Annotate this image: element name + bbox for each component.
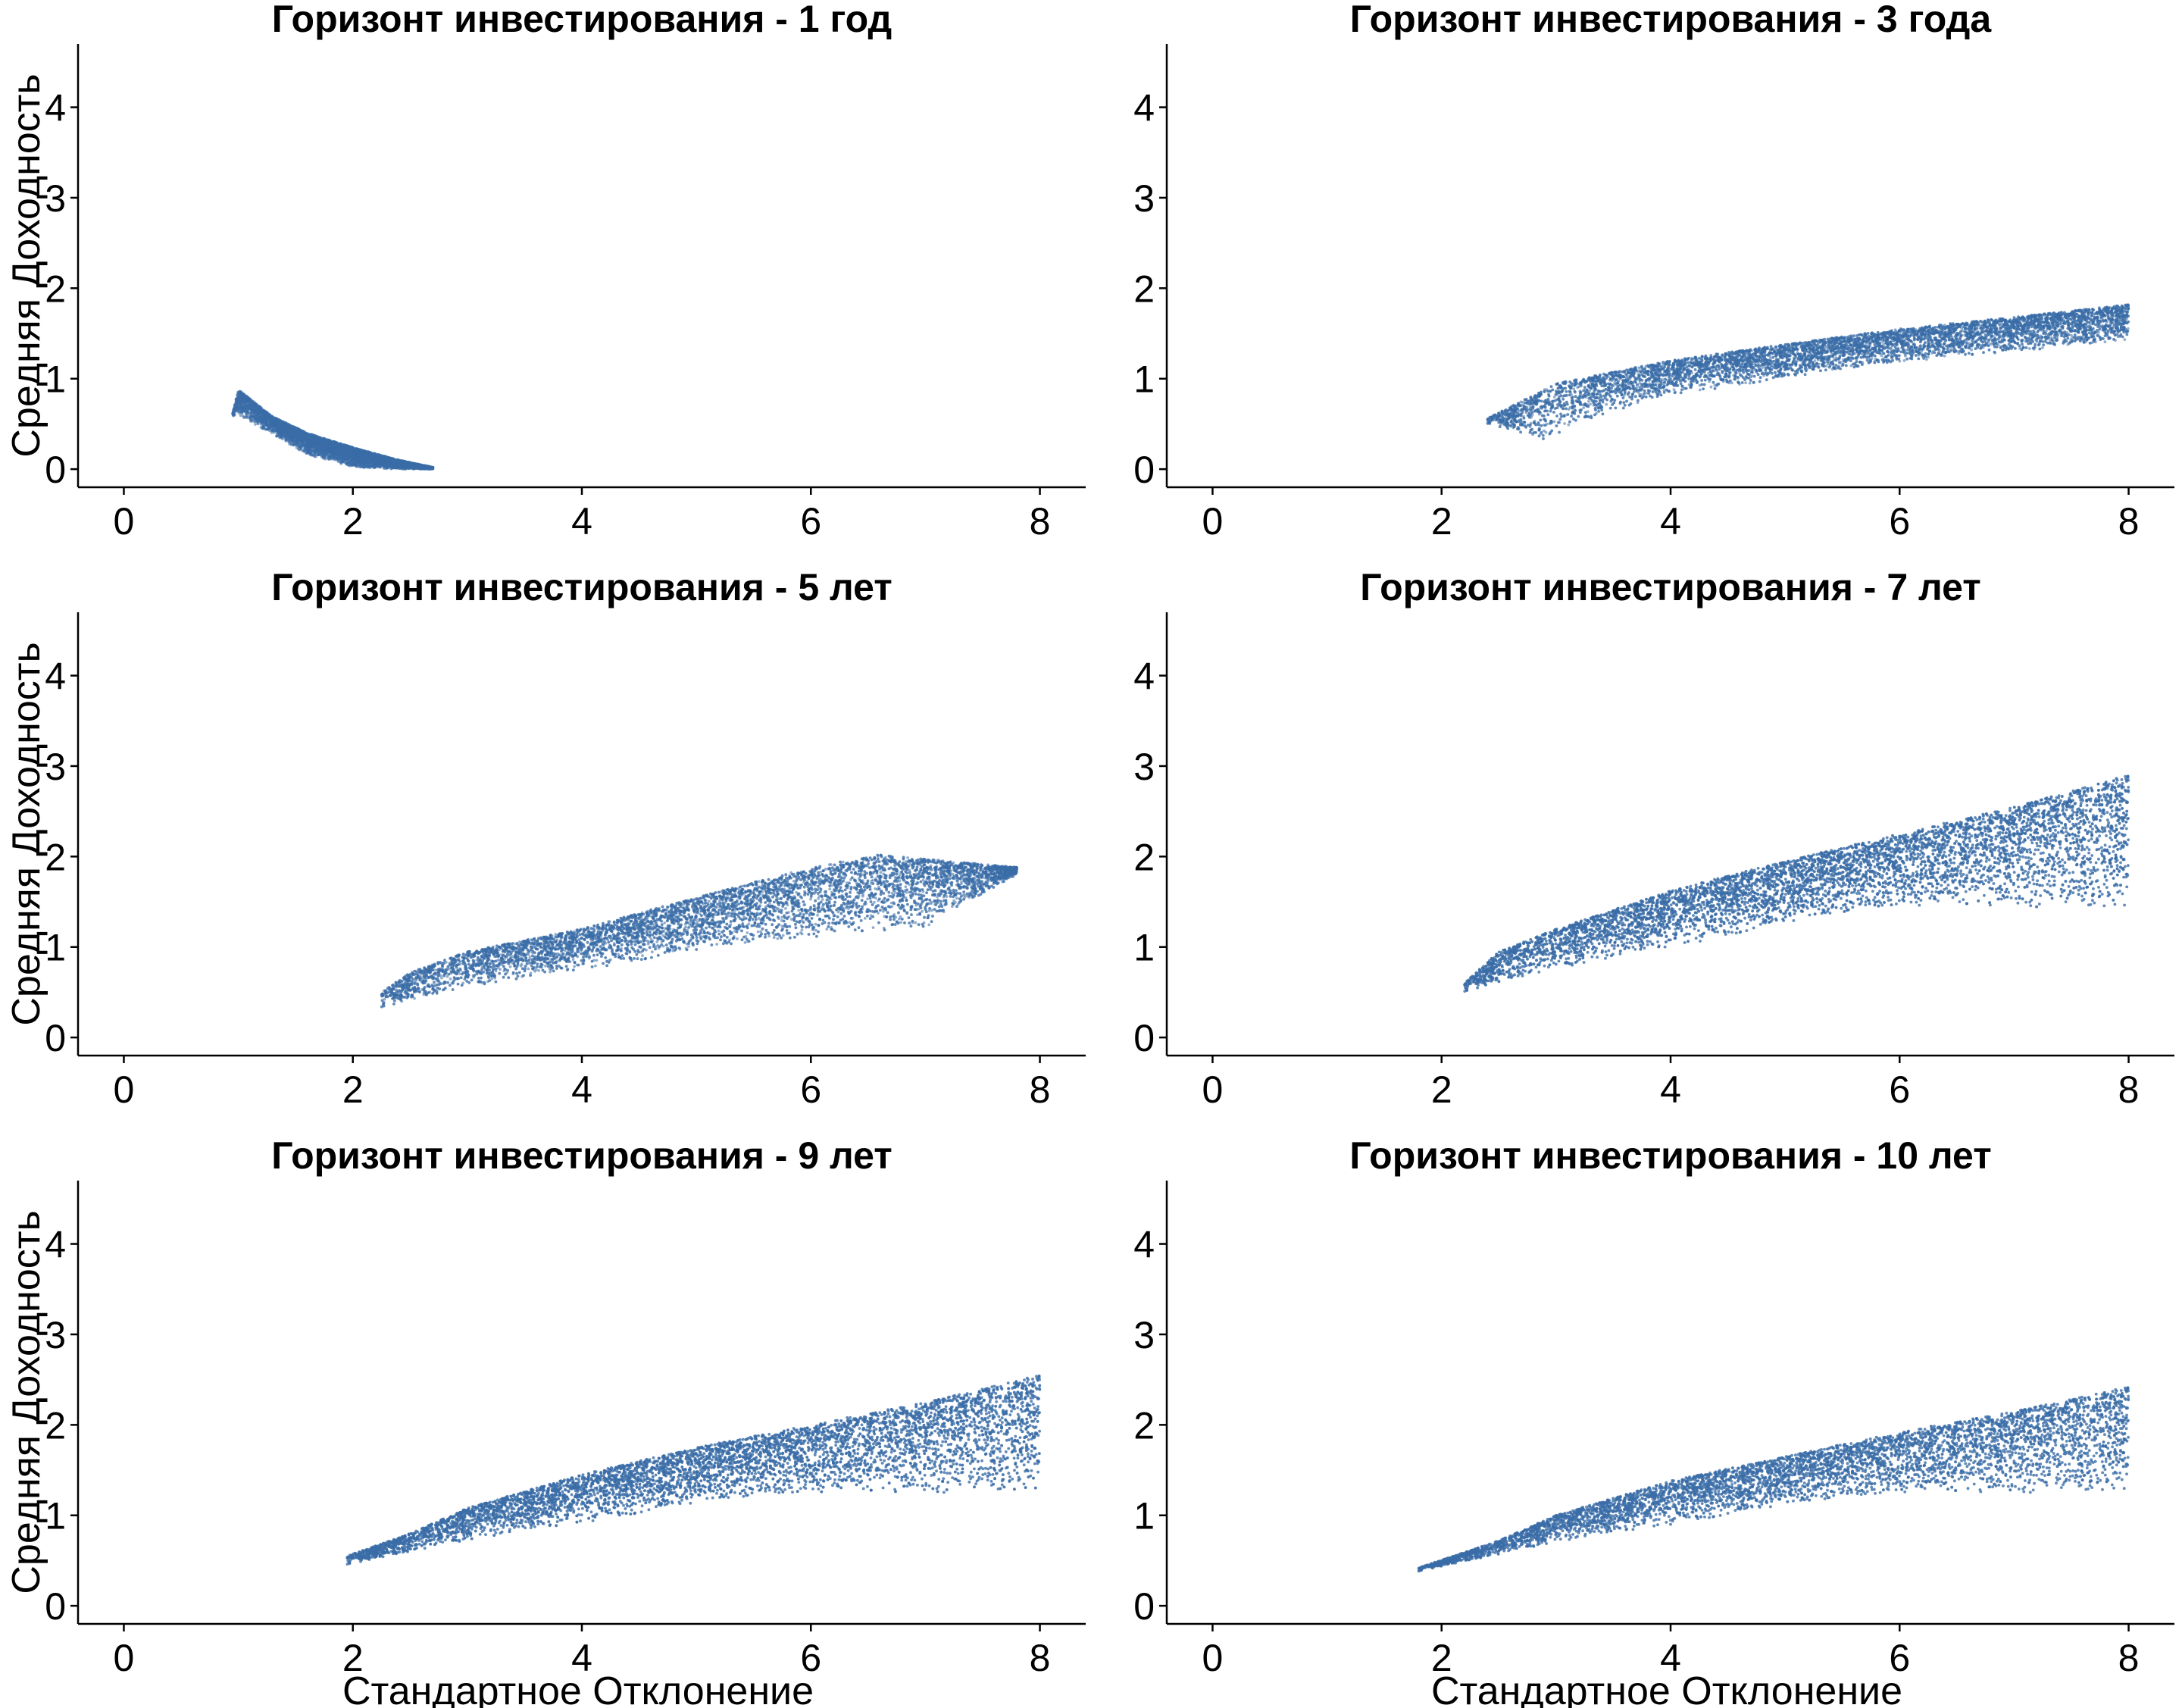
scatter-point	[254, 423, 257, 426]
scatter-points	[231, 390, 434, 471]
panel-title: Горизонт инвестирования - 1 год	[272, 0, 892, 40]
